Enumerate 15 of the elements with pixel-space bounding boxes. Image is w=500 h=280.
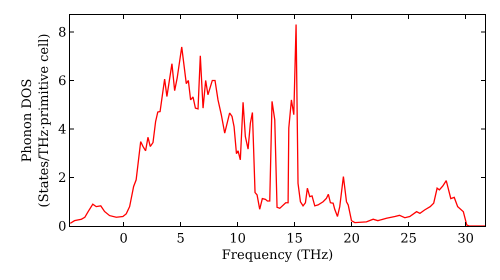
line-series [70,24,485,226]
x-tick-label: 20 [343,232,360,247]
x-tick-label: 25 [400,232,417,247]
x-tick-label: 10 [229,232,246,247]
x-tick-label: 30 [457,232,474,247]
y-tick-label: 6 [58,74,66,90]
y-tick-label: 2 [58,171,66,186]
x-tick-label: 15 [286,232,303,247]
y-tick-label: 4 [58,122,66,138]
y-tick-label: 8 [58,26,66,41]
x-tick-label: 5 [176,232,185,247]
y-tick-label: 0 [58,220,66,235]
x-tick-label: 0 [119,232,128,247]
y-axis-title: Phonon DOS (States/THz·primitive cell) [20,33,52,208]
x-axis-title: Frequency (THz) [222,248,334,264]
